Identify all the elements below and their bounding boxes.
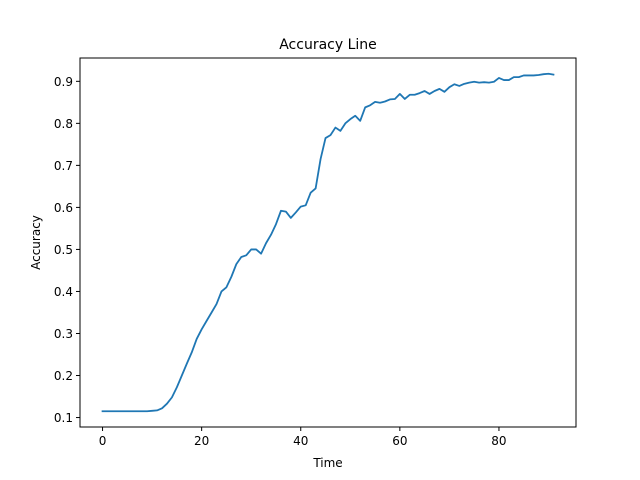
- y-tick-label: 0.5: [54, 243, 73, 257]
- y-axis-ticks: 0.1 0.2 0.3 0.4 0.5 0.6 0.7 0.8 0.9: [54, 75, 80, 425]
- x-tick-label: 80: [491, 434, 506, 448]
- y-tick-label: 0.8: [54, 117, 73, 131]
- y-tick-label: 0.2: [54, 369, 73, 383]
- chart-title: Accuracy Line: [279, 37, 377, 53]
- x-axis-label: Time: [312, 456, 342, 470]
- plot-area: [101, 72, 555, 413]
- y-tick-label: 0.7: [54, 159, 73, 173]
- x-tick-label: 60: [392, 434, 407, 448]
- x-tick-label: 40: [293, 434, 308, 448]
- series-line-0: [101, 72, 555, 413]
- y-tick-label: 0.3: [54, 327, 73, 341]
- x-tick-label: 20: [194, 434, 209, 448]
- y-tick-label: 0.9: [54, 75, 73, 89]
- plot-frame: [79, 57, 577, 428]
- x-tick-label: 0: [99, 434, 107, 448]
- y-tick-label: 0.6: [54, 201, 73, 215]
- y-axis-label: Accuracy: [29, 215, 43, 270]
- y-tick-label: 0.4: [54, 285, 73, 299]
- x-axis-ticks: 0 20 40 60 80: [99, 427, 507, 448]
- y-tick-label: 0.1: [54, 411, 73, 425]
